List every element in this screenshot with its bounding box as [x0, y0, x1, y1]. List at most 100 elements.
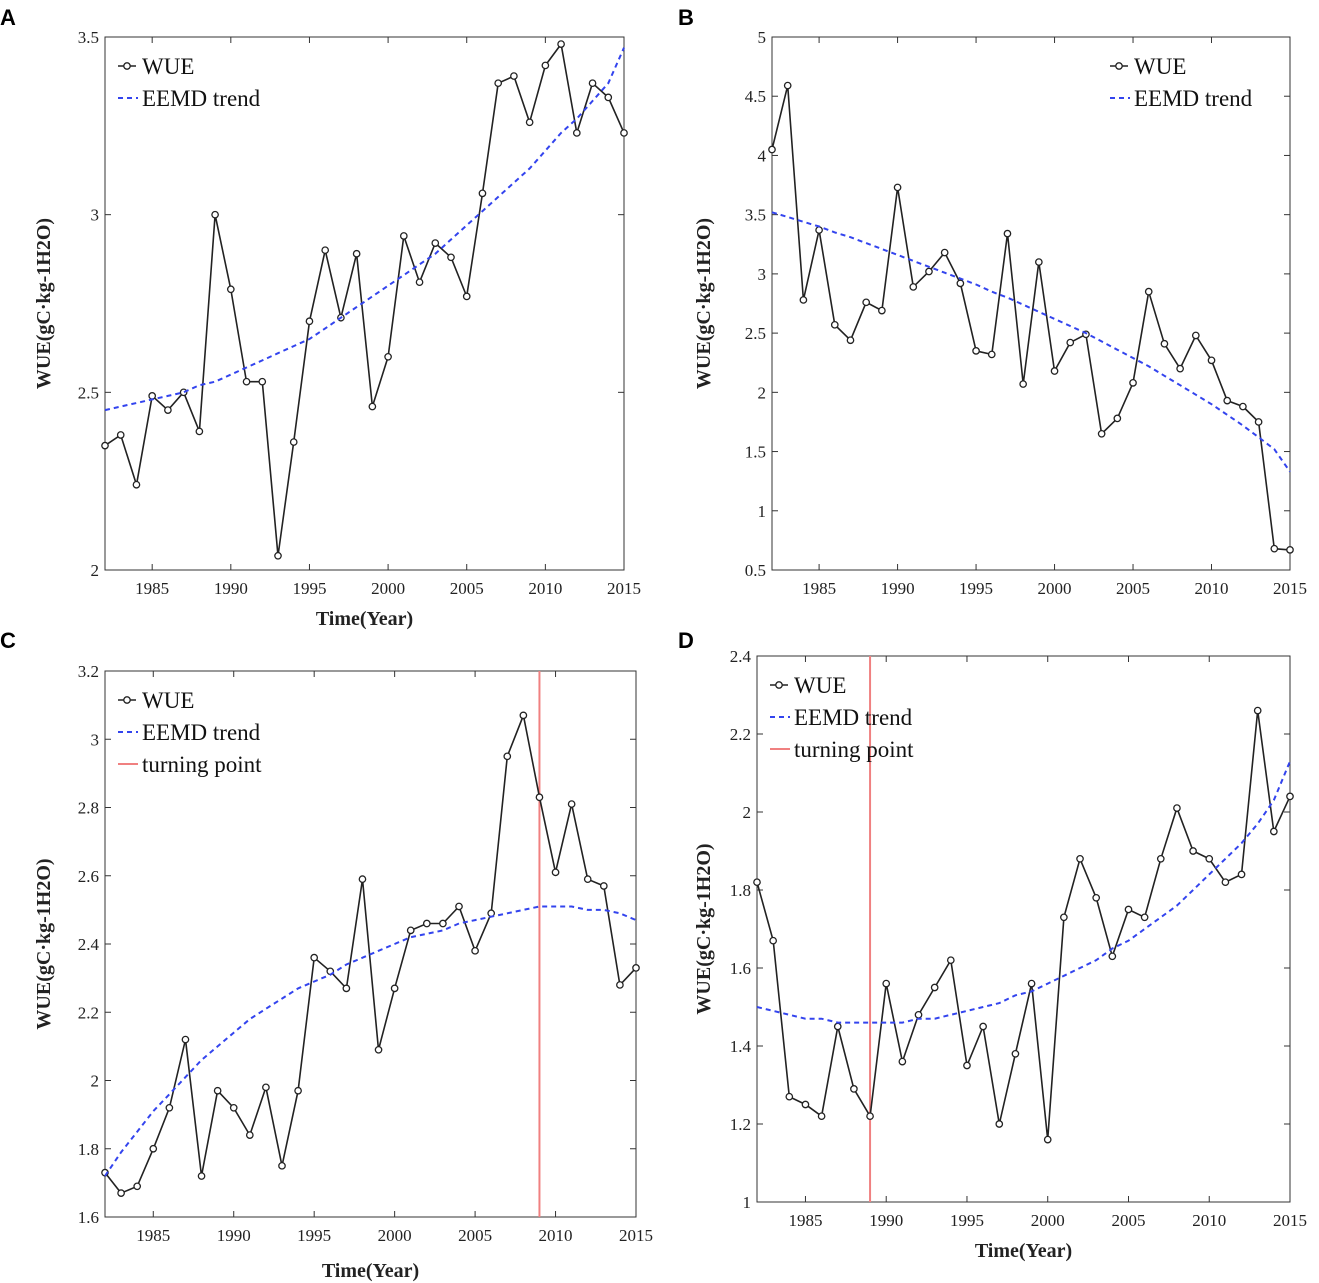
wue-point: [181, 1035, 190, 1044]
wue-point: [116, 431, 125, 439]
x-tick-label: 2015: [1273, 1211, 1307, 1230]
wue-point: [447, 253, 455, 262]
legend-wue-marker: [1115, 62, 1123, 70]
wue-point: [510, 72, 518, 80]
y-tick-label: 1.4: [730, 1037, 752, 1056]
x-tick-label: 1990: [214, 579, 248, 598]
plot-frame: [771, 36, 1291, 571]
wue-point: [783, 81, 792, 90]
x-tick-label: 1995: [950, 1211, 984, 1230]
wue-point: [1019, 380, 1028, 388]
x-axis-label: Time(Year): [316, 608, 413, 630]
wue-point: [604, 93, 613, 102]
wue-point: [406, 926, 415, 935]
wue-point: [801, 1100, 810, 1109]
wue-point: [1191, 331, 1200, 340]
y-tick-label: 3: [91, 206, 100, 225]
eemd-trend-line: [104, 905, 637, 1177]
legend-wue-marker: [775, 681, 783, 689]
legend-label: EEMD trend: [142, 86, 261, 111]
wue-point: [769, 936, 778, 945]
y-axis-label: WUE(gC·kg-1H2O): [33, 858, 55, 1029]
wue-point: [1060, 913, 1068, 922]
wue-point: [390, 984, 399, 993]
wue-point: [305, 317, 314, 326]
x-tick-label: 1995: [959, 579, 993, 598]
wue-point: [352, 249, 361, 258]
wue-point: [972, 347, 980, 355]
y-tick-label: 1.5: [745, 443, 766, 462]
y-tick-label: 1.2: [730, 1115, 751, 1134]
x-tick-label: 2015: [607, 579, 641, 598]
wue-point: [1129, 379, 1137, 387]
wue-point: [321, 246, 330, 255]
wue-line: [104, 712, 637, 1195]
wue-point: [1254, 418, 1263, 426]
legend-label: WUE: [1134, 54, 1186, 79]
y-tick-label: 2.5: [78, 383, 99, 402]
y-axis-label: WUE(gC·kg-1H2O): [693, 218, 715, 389]
wue-point: [925, 267, 933, 276]
x-tick-label: 2000: [1031, 1211, 1065, 1230]
panel-a: A 2 2.5 3 3.5 1985 1990 1995 2000 2005 2010 2015 Tim…: [0, 5, 641, 630]
x-tick-label: 2015: [619, 1226, 653, 1245]
wue-point: [572, 129, 581, 137]
y-tick-label: 3.5: [78, 28, 99, 47]
wue-point: [1205, 854, 1214, 863]
wue-point: [1239, 402, 1247, 411]
panel-b: B 0.5 1 1.5 2 2.5 3 3.5 4 4.5 5 1985 1990 1995 2000 200…: [678, 5, 1307, 598]
x-tick-label: 2005: [450, 579, 484, 598]
wue-point: [289, 438, 298, 446]
y-tick-label: 2.4: [730, 647, 752, 666]
wue-point: [133, 1182, 142, 1191]
x-tick-label: 2000: [371, 579, 405, 598]
wue-line: [771, 85, 1291, 551]
wue-point: [245, 1131, 254, 1139]
legend-label: EEMD trend: [1134, 86, 1253, 111]
y-axis-label: WUE(gC·kg-1H2O): [33, 218, 55, 389]
x-tick-label: 2010: [1192, 1211, 1226, 1230]
y-tick-label: 1.8: [730, 881, 751, 900]
wue-point: [399, 232, 408, 240]
wue-point: [1011, 1049, 1020, 1058]
y-tick-label: 2: [743, 803, 752, 822]
x-tick-label: 1995: [292, 579, 326, 598]
wue-point: [1113, 414, 1122, 423]
y-tick-label: 2.5: [745, 324, 766, 343]
legend: WUE EEMD trend: [1110, 54, 1253, 111]
x-tick-label: 1985: [788, 1211, 822, 1230]
y-tick-label: 0.5: [745, 561, 766, 580]
wue-point: [1270, 544, 1279, 553]
wue-line: [756, 710, 1291, 1140]
wue-point: [274, 551, 282, 560]
x-tick-label: 2005: [1111, 1211, 1145, 1230]
wue-point: [599, 882, 608, 890]
wue-point: [1097, 429, 1106, 438]
wue-point: [455, 902, 463, 911]
x-axis-label: Time(Year): [975, 1240, 1072, 1262]
wue-point: [866, 1112, 874, 1121]
wue-point: [1003, 229, 1012, 238]
wue-point: [535, 793, 544, 802]
wue-point: [148, 392, 157, 400]
wue-point: [503, 752, 512, 761]
wue-point: [830, 320, 839, 329]
legend-label: turning point: [794, 737, 914, 762]
wue-point: [946, 956, 955, 965]
panel-letter: C: [0, 628, 16, 653]
wue-point: [358, 875, 367, 884]
wue-point: [165, 1103, 174, 1112]
wue-point: [815, 226, 823, 234]
wue-point: [471, 946, 479, 955]
wue-point: [799, 296, 808, 304]
x-tick-label: 1995: [297, 1226, 331, 1245]
wue-point: [833, 1022, 842, 1031]
wue-point: [541, 61, 550, 70]
wue-point: [1286, 792, 1294, 801]
y-tick-label: 2.2: [730, 725, 751, 744]
wue-point: [149, 1144, 158, 1153]
y-tick-label: 3: [91, 730, 100, 749]
wue-point: [1108, 952, 1117, 961]
wue-point: [963, 1061, 971, 1070]
